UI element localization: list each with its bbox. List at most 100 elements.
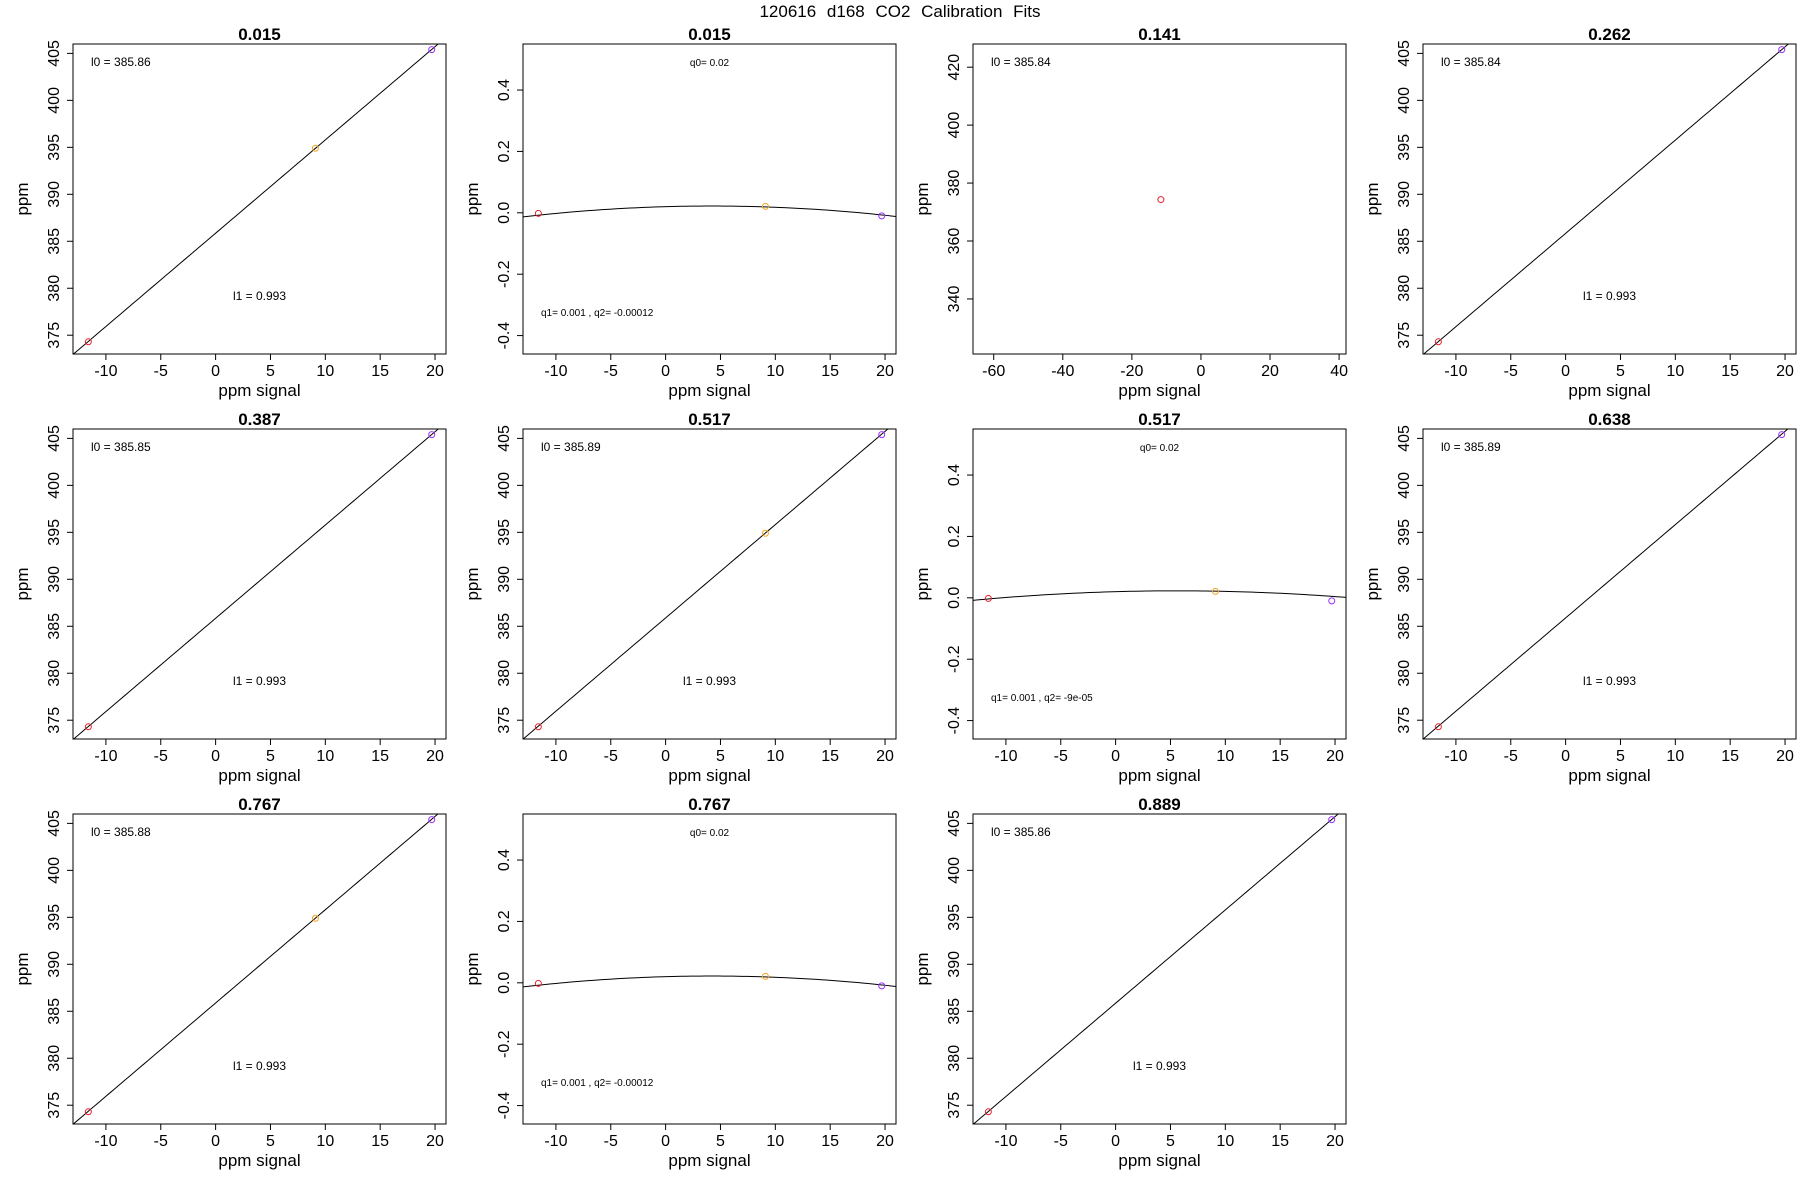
data-point [984,594,992,602]
y-tick-label: -0.4 [946,707,963,735]
y-tick-label: 390 [46,181,63,208]
y-tick-label: 385 [46,228,63,255]
chart-svg: 0.387 -10 -5 0 5 10 15 20 375 380 385 390 395 400 405 p… [13,410,447,785]
y-tick-label: 0.0 [496,202,513,224]
chart-svg: 0.517 -10 -5 0 5 10 15 20 375 380 385 390 395 400 405 p… [463,410,897,785]
x-axis-label: ppm signal [668,766,750,785]
data-point [1434,723,1442,731]
annotation-label: l0 = 385.89 [1441,440,1501,454]
annotation-label: l0 = 385.89 [541,440,601,454]
y-tick-label: 400 [496,472,513,499]
y-tick-label: 395 [46,904,63,931]
x-tick-label: 0 [211,1133,220,1150]
y-tick-label: 395 [46,519,63,546]
x-tick-label: -5 [604,748,618,765]
calibration-panel: 0.638 -10 -5 0 5 10 15 20 375 380 385 390 395 400 405 p… [1350,407,1800,792]
data-point [761,202,769,210]
y-tick-label: 405 [496,425,513,452]
data-point [84,338,92,346]
annotation-label: q0= 0.02 [690,58,730,69]
y-tick-label: 375 [496,707,513,734]
annotation-label: l1 = 0.993 [1583,289,1636,303]
x-tick-label: 0 [661,1133,670,1150]
y-axis-label: ppm [463,567,482,600]
x-tick-label: -10 [1444,748,1467,765]
annotation-label: l1 = 0.993 [683,674,736,688]
y-tick-label: 390 [496,566,513,593]
x-axis-label: ppm signal [668,1151,750,1170]
fit-line [523,429,889,739]
x-tick-label: 40 [1330,363,1348,380]
chart-svg: 0.262 -10 -5 0 5 10 15 20 375 380 385 390 395 400 405 p… [1363,25,1797,400]
x-tick-label: -5 [154,363,168,380]
y-tick-label: 0.0 [496,972,513,994]
x-tick-label: -5 [604,1133,618,1150]
y-tick-label: 390 [1396,181,1413,208]
y-tick-label: 360 [946,228,963,255]
x-tick-label: -10 [544,363,567,380]
y-tick-label: 400 [946,112,963,139]
calibration-panel: 0.517 -10 -5 0 5 10 15 20 -0.4 -0.2 0.0 0.2 0.4 ppm s… [900,407,1350,792]
chart-title: 0.767 [238,795,281,814]
annotation-label: l0 = 385.85 [91,440,151,454]
x-tick-label: 10 [766,363,784,380]
y-tick-label: 405 [46,425,63,452]
annotation-label: l0 = 385.88 [91,825,151,839]
chart-svg: 0.889 -10 -5 0 5 10 15 20 375 380 385 390 395 400 405 p… [913,795,1347,1170]
annotation-label: l1 = 0.993 [233,289,286,303]
plot-frame [972,813,1347,1125]
data-point [878,431,886,439]
y-tick-label: 395 [946,904,963,931]
annotation-label: l0 = 385.84 [991,55,1051,69]
plot-frame [522,43,897,355]
calibration-panel: 0.262 -10 -5 0 5 10 15 20 375 380 385 390 395 400 405 p… [1350,22,1800,407]
x-tick-label: 15 [1721,748,1739,765]
x-axis-label: ppm signal [1118,766,1200,785]
x-tick-label: 15 [821,1133,839,1150]
y-tick-label: 390 [46,566,63,593]
plot-frame [72,813,447,1125]
x-tick-label: 10 [1216,748,1234,765]
y-tick-label: -0.2 [496,1030,513,1058]
x-tick-label: 20 [876,363,894,380]
x-tick-label: -10 [94,363,117,380]
x-tick-label: 5 [1166,1133,1175,1150]
annotation-label: l1 = 0.993 [233,1059,286,1073]
x-tick-label: 20 [1261,363,1279,380]
x-tick-label: 15 [821,748,839,765]
fit-line [1423,44,1790,354]
plot-frame [522,428,897,740]
calibration-panel: 0.015 -10 -5 0 5 10 15 20 -0.4 -0.2 0.0 0.2 0.4 ppm s… [450,22,900,407]
data-point [1778,431,1786,439]
chart-title: 0.517 [688,410,731,429]
data-point [1211,587,1219,595]
x-tick-label: 10 [316,1133,334,1150]
data-point [1328,816,1336,824]
y-axis-label: ppm [463,182,482,215]
x-axis-label: ppm signal [218,766,300,785]
chart-svg: 0.638 -10 -5 0 5 10 15 20 375 380 385 390 395 400 405 p… [1363,410,1797,785]
y-axis-label: ppm [913,952,932,985]
x-tick-label: 20 [876,748,894,765]
x-axis-label: ppm signal [1118,1151,1200,1170]
y-tick-label: 385 [46,613,63,640]
y-tick-label: 380 [46,1045,63,1072]
page-title: 120616 d168 CO2 Calibration Fits [759,2,1041,21]
calibration-panel: 0.767 -10 -5 0 5 10 15 20 375 380 385 390 395 400 405 p… [0,792,450,1177]
x-axis-label: ppm signal [1568,766,1650,785]
y-tick-label: 385 [1396,613,1413,640]
y-tick-label: 405 [46,40,63,67]
x-axis-label: ppm signal [668,381,750,400]
x-tick-label: -5 [1054,1133,1068,1150]
y-tick-label: 395 [46,134,63,161]
chart-title: 0.889 [1138,795,1181,814]
x-axis-label: ppm signal [218,1151,300,1170]
annotation-label: l1 = 0.993 [1133,1059,1186,1073]
chart-title: 0.141 [1138,25,1181,44]
y-tick-label: 400 [46,472,63,499]
y-tick-label: 390 [46,951,63,978]
x-tick-label: 0 [1561,363,1570,380]
calibration-panel: 0.141 -60 -40 -20 0 20 40 340 360 380 400 420 ppm si… [900,22,1350,407]
y-tick-label: 385 [496,613,513,640]
data-point [428,816,436,824]
